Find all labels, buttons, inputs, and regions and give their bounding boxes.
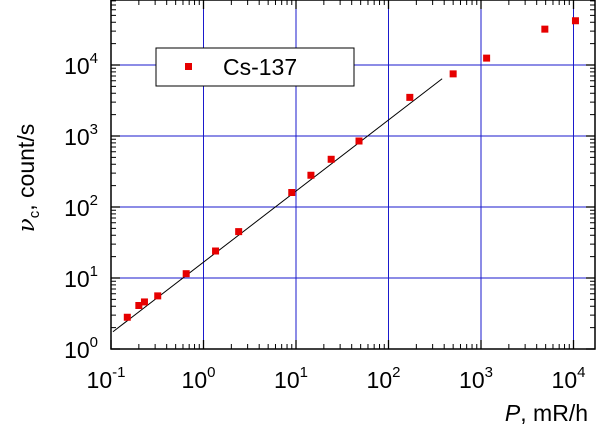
x-tick-label: 102 xyxy=(367,364,401,393)
data-point xyxy=(449,70,457,78)
data-point xyxy=(541,25,549,33)
y-tick-label: 100 xyxy=(64,334,98,363)
data-point xyxy=(288,189,296,197)
fit-line-group xyxy=(112,78,443,333)
data-point xyxy=(483,54,491,62)
y-axis-label-subscript: c xyxy=(26,210,43,218)
y-tick-labels: 100 101 102 103 104 xyxy=(64,50,98,363)
legend: Cs-137 xyxy=(155,47,355,87)
y-tick-label: 104 xyxy=(64,50,98,79)
x-tick-label: 100 xyxy=(182,364,216,393)
legend-marker xyxy=(185,63,192,70)
data-point xyxy=(355,137,363,145)
y-axis-label: νc, count/s xyxy=(13,124,43,232)
data-point xyxy=(327,155,335,163)
data-point xyxy=(154,292,162,300)
data-point xyxy=(135,301,143,309)
data-point xyxy=(182,270,190,278)
y-axis-label-symbol: ν xyxy=(14,218,40,232)
x-tick-label: 10-1 xyxy=(87,364,126,393)
x-tick-label: 104 xyxy=(552,364,586,393)
x-axis-label-unit: , mR/h xyxy=(520,400,588,426)
data-points xyxy=(123,17,579,321)
plot-frame xyxy=(110,0,596,350)
data-point xyxy=(123,313,131,321)
x-axis-label-symbol: P xyxy=(505,400,521,426)
data-point xyxy=(406,93,414,101)
y-axis-label-unit: , count/s xyxy=(13,124,39,211)
legend-label: Cs-137 xyxy=(223,54,297,80)
data-point xyxy=(235,228,243,236)
data-point xyxy=(307,171,315,179)
data-point xyxy=(140,298,148,306)
y-tick-label: 101 xyxy=(64,263,98,292)
y-tick-label: 103 xyxy=(64,121,98,150)
data-point xyxy=(212,247,220,255)
x-axis-label: P, mR/h xyxy=(505,400,588,426)
data-point xyxy=(571,17,579,25)
axis-ticks xyxy=(110,0,595,350)
fit-line xyxy=(112,78,443,333)
y-tick-label: 102 xyxy=(64,192,98,221)
x-tick-label: 101 xyxy=(274,364,308,393)
x-tick-label: 103 xyxy=(459,364,493,393)
x-tick-labels: 10-1 100 101 102 103 104 xyxy=(87,364,586,393)
